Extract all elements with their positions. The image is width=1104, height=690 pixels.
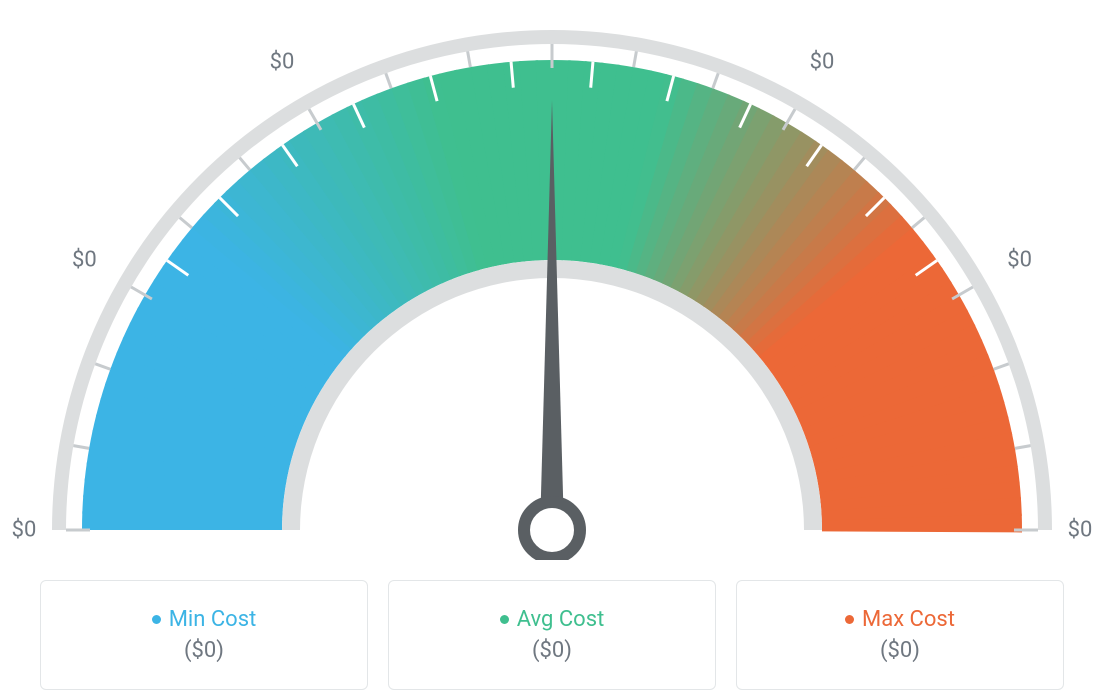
legend-dot-avg (500, 615, 509, 624)
legend-title-min: Min Cost (152, 607, 257, 632)
legend-value-max: ($0) (880, 638, 920, 663)
legend-row: Min Cost ($0) Avg Cost ($0) Max Cost ($0… (40, 580, 1064, 690)
legend-title-max: Max Cost (845, 607, 955, 632)
legend-label-max: Max Cost (862, 607, 955, 632)
gauge-tick-label: $0 (1068, 518, 1093, 543)
gauge-svg (0, 0, 1104, 560)
legend-box-max: Max Cost ($0) (736, 580, 1064, 690)
gauge-tick-label: $0 (270, 50, 295, 75)
legend-label-avg: Avg Cost (517, 607, 605, 632)
gauge-chart-container: $0 $0 $0 $0 $0 $0 $0 Min Cost ($0) Avg Cost ($… (0, 0, 1104, 690)
gauge-tick-label: $0 (12, 518, 37, 543)
gauge-tick-label: $0 (1007, 248, 1032, 273)
gauge-tick-label: $0 (540, 0, 565, 3)
legend-dot-max (845, 615, 854, 624)
gauge-tick-label: $0 (810, 50, 835, 75)
legend-value-min: ($0) (184, 638, 224, 663)
legend-box-min: Min Cost ($0) (40, 580, 368, 690)
gauge-tick-label: $0 (72, 248, 97, 273)
legend-value-avg: ($0) (532, 638, 572, 663)
legend-dot-min (152, 615, 161, 624)
legend-box-avg: Avg Cost ($0) (388, 580, 716, 690)
legend-label-min: Min Cost (169, 607, 257, 632)
legend-title-avg: Avg Cost (500, 607, 605, 632)
gauge-area: $0 $0 $0 $0 $0 $0 $0 (0, 0, 1104, 560)
